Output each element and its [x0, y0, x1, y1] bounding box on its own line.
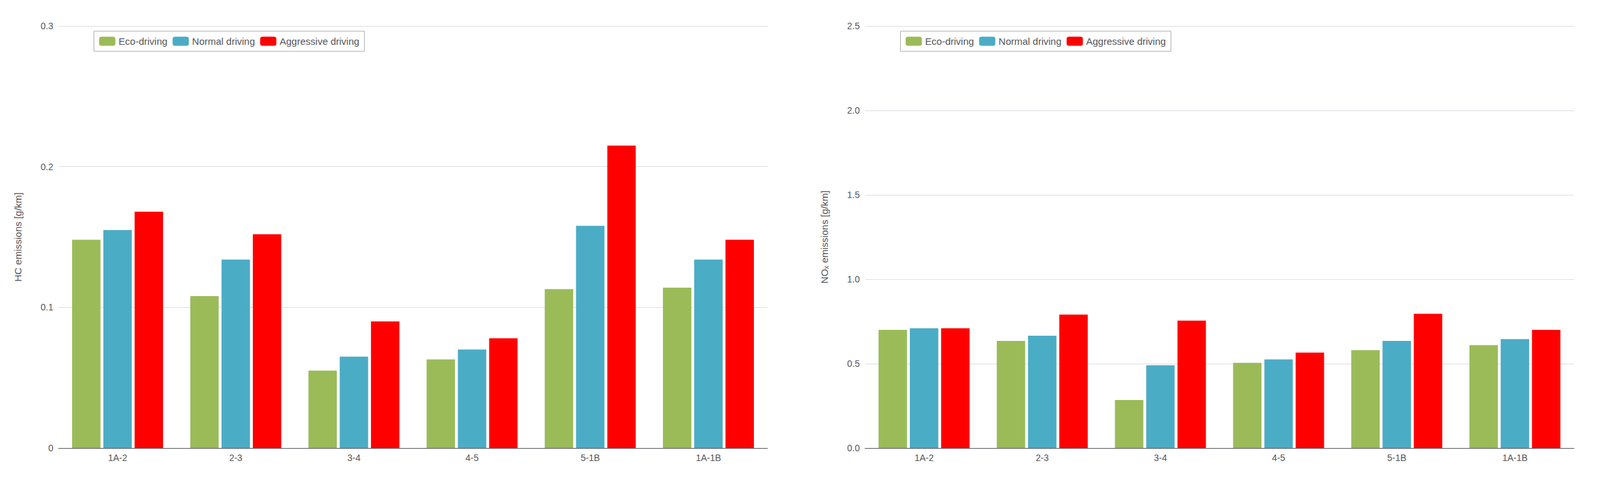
svg-text:1A-1B: 1A-1B: [696, 452, 722, 464]
svg-text:NOₓ emissions [g/km]: NOₓ emissions [g/km]: [818, 190, 830, 284]
svg-text:1A-2: 1A-2: [107, 452, 128, 464]
svg-text:2.0: 2.0: [847, 105, 861, 116]
svg-text:Aggressive driving: Aggressive driving: [1085, 35, 1166, 47]
svg-text:4-5: 4-5: [1271, 452, 1285, 464]
svg-text:1.5: 1.5: [847, 189, 861, 201]
svg-text:2-3: 2-3: [1035, 452, 1049, 464]
svg-text:2.5: 2.5: [847, 20, 861, 32]
svg-text:0.1: 0.1: [40, 302, 54, 313]
svg-text:0.0: 0.0: [847, 443, 861, 454]
svg-text:3-4: 3-4: [1153, 452, 1167, 464]
svg-text:Normal driving: Normal driving: [192, 35, 256, 47]
svg-text:2-3: 2-3: [229, 452, 243, 464]
svg-text:Aggressive driving: Aggressive driving: [279, 35, 360, 47]
svg-text:Eco-driving: Eco-driving: [925, 35, 975, 47]
svg-text:5-1B: 5-1B: [580, 452, 600, 464]
svg-text:1.0: 1.0: [847, 274, 861, 285]
svg-text:1A-1B: 1A-1B: [1502, 452, 1528, 464]
svg-text:Normal driving: Normal driving: [998, 35, 1062, 47]
svg-text:5-1B: 5-1B: [1386, 452, 1407, 464]
svg-text:1A-2: 1A-2: [914, 452, 934, 464]
svg-text:3-4: 3-4: [347, 452, 361, 464]
svg-text:HC emissions [g/km]: HC emissions [g/km]: [12, 192, 24, 283]
svg-text:4-5: 4-5: [465, 452, 479, 464]
svg-text:0.2: 0.2: [40, 161, 54, 173]
svg-text:0: 0: [48, 443, 54, 454]
svg-text:0.3: 0.3: [40, 20, 54, 32]
svg-text:Eco-driving: Eco-driving: [118, 35, 168, 47]
svg-text:0.5: 0.5: [847, 358, 861, 370]
